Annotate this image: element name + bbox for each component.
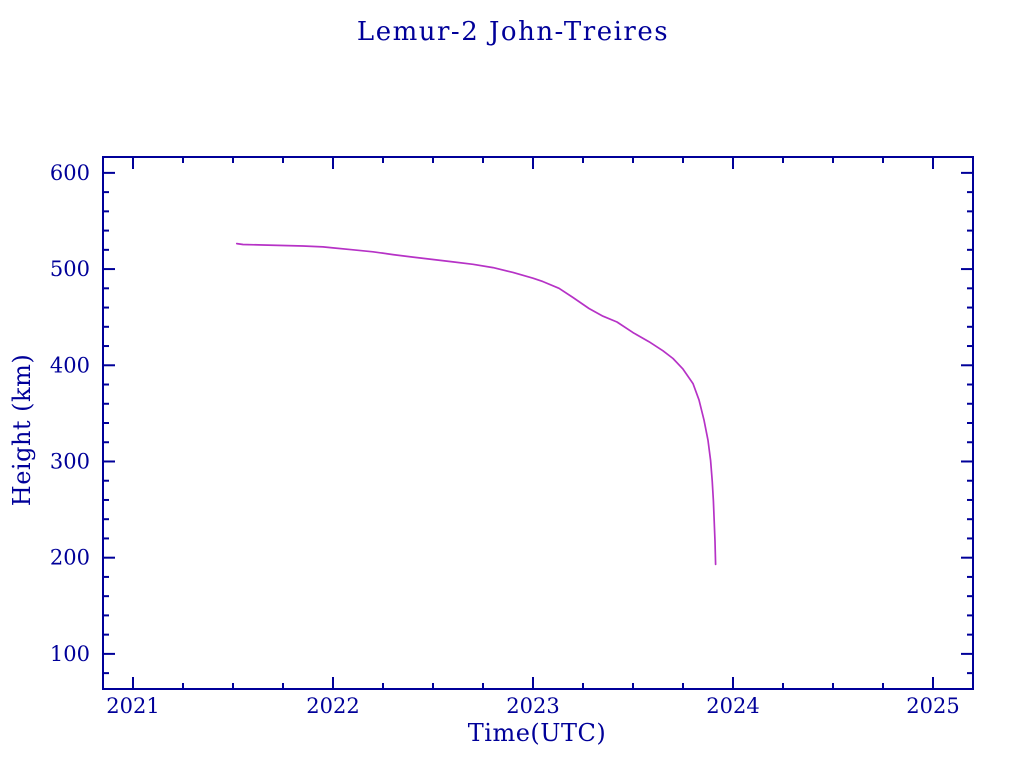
decay-curve [235, 242, 717, 566]
y-tick-label: 400 [50, 353, 90, 377]
x-tick-label: 2022 [306, 694, 359, 718]
y-tick-label: 500 [50, 257, 90, 281]
y-tick-label: 100 [50, 642, 90, 666]
x-tick-label: 2023 [506, 694, 559, 718]
x-tick-label: 2024 [706, 694, 759, 718]
plot-border [102, 156, 974, 690]
y-tick-label: 300 [50, 449, 90, 473]
y-tick-label: 200 [50, 546, 90, 570]
y-axis-title: Height (km) [8, 354, 36, 506]
x-tick-label: 2025 [906, 694, 959, 718]
plot-frame: 2021 2022 2023 2024 2025 100 200 300 400 500 600 [50, 156, 974, 718]
x-tick-label: 2021 [106, 694, 159, 718]
chart-title: Lemur-2 John-Treires [357, 17, 669, 47]
y-tick-label: 600 [50, 161, 90, 185]
x-axis-title: Time(UTC) [468, 719, 606, 747]
